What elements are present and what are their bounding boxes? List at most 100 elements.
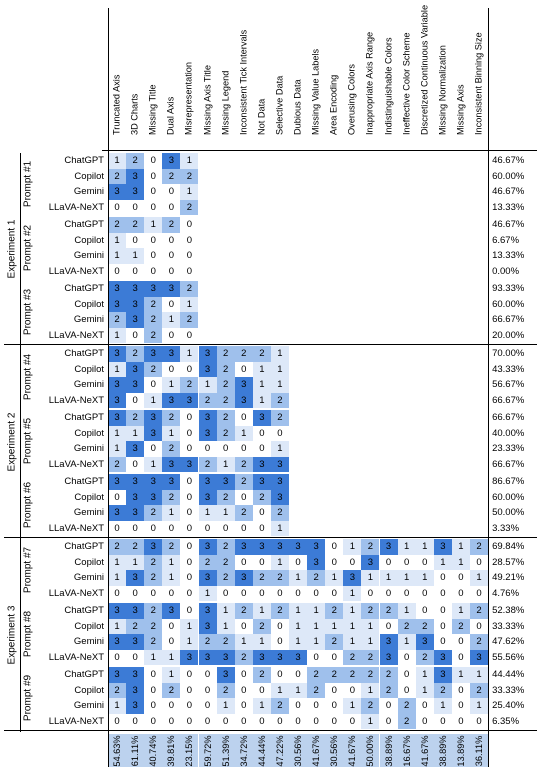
score-cell: 3 [126,184,145,200]
score-cell: 1 [144,217,163,233]
score-cell: 1 [144,392,163,409]
score-cell: 1 [415,539,434,555]
model-label: LLaVA-NeXT [48,715,104,727]
score-cell: 0 [144,153,163,169]
score-cell: 3 [415,634,434,650]
row-percentage: 93.33% [492,283,525,294]
score-cell: 0 [180,441,199,457]
score-cell: 2 [234,603,253,619]
score-cell: 2 [216,361,235,378]
score-cell: 0 [108,199,127,216]
model-label: Gemini [73,700,104,712]
score-cell: 0 [180,520,199,537]
row-percentage: 44.44% [492,669,525,680]
score-cell: 0 [470,554,489,571]
prompt-label-text: Prompt #4 [22,354,34,401]
score-cell: 1 [162,649,181,666]
score-cell: 3 [361,554,380,571]
score-cell: 0 [162,634,181,650]
column-total-value: 39.81% [166,734,177,767]
column-total: 30.56% [289,734,308,767]
score-cell: 1 [397,634,416,650]
score-cell: 2 [180,281,199,297]
score-cell: 0 [108,263,127,280]
score-cell: 1 [379,570,398,586]
score-cell: 3 [126,377,145,393]
score-cell: 2 [198,456,217,473]
score-cell: 2 [108,682,127,699]
score-cell: 3 [126,489,145,506]
score-cell: 0 [325,713,344,730]
score-cell: 1 [162,554,181,571]
score-cell: 0 [162,585,181,602]
score-cell: 3 [144,346,163,362]
score-cell: 3 [198,474,217,490]
score-cell: 1 [325,570,344,586]
score-cell: 3 [108,377,127,393]
model-label: Gemini [73,186,104,198]
score-cell: 0 [397,585,416,602]
score-cell: 1 [108,698,127,714]
score-cell: 3 [234,392,253,409]
column-total: 41.67% [415,734,434,767]
score-cell: 0 [307,585,326,602]
score-cell: 0 [216,520,235,537]
score-cell: 1 [307,603,326,619]
score-cell: 2 [216,392,235,409]
score-cell: 0 [198,667,217,683]
column-header-label: Inconsistent Binning Size [473,32,484,135]
score-cell: 1 [270,441,289,457]
score-cell: 2 [180,312,199,328]
score-cell: 3 [108,281,127,297]
score-cell: 1 [289,682,308,699]
score-cell: 2 [379,667,398,683]
score-cell: 3 [470,649,489,666]
score-cell: 1 [451,554,470,571]
score-cell: 0 [289,554,308,571]
score-cell: 1 [162,425,181,442]
score-cell: 2 [144,296,163,313]
score-cell: 3 [270,649,289,666]
column-rule [488,8,490,767]
score-cell: 0 [415,585,434,602]
score-cell: 3 [108,392,127,409]
column-total: 30.56% [325,734,344,767]
score-cell: 0 [126,456,145,473]
column-total-value: 41.67% [347,734,358,767]
score-cell: 1 [343,618,362,635]
score-cell: 1 [451,539,470,555]
score-cell: 1 [162,570,181,586]
score-cell: 0 [180,667,199,683]
column-total: 36.11% [470,734,489,767]
score-cell: 2 [252,489,271,506]
score-cell: 1 [361,618,380,635]
model-label: ChatGPT [64,155,104,166]
row-percentage: 70.00% [492,348,525,359]
model-label: Copilot [74,491,104,503]
model-label: Gemini [73,636,104,648]
row-percentage: 50.00% [492,507,525,519]
model-label: Gemini [73,250,104,262]
score-cell: 2 [234,649,253,666]
row-percentage: 33.33% [492,684,525,696]
score-cell: 2 [162,682,181,699]
score-cell: 0 [126,520,145,537]
score-cell: 0 [180,232,199,249]
score-cell: 0 [108,649,127,666]
score-cell: 3 [126,312,145,328]
row-percentage: 47.62% [492,636,525,648]
score-cell: 0 [270,585,289,602]
column-total: 16.67% [397,734,416,767]
score-cell: 0 [180,603,199,619]
score-cell: 3 [379,539,398,555]
score-cell: 0 [433,618,452,635]
score-cell: 1 [180,634,199,650]
score-cell: 1 [108,232,127,249]
score-cell: 3 [270,539,289,555]
score-cell: 3 [144,425,163,442]
score-cell: 3 [108,410,127,426]
score-cell: 3 [126,505,145,521]
score-cell: 0 [451,649,470,666]
score-cell: 2 [108,312,127,328]
